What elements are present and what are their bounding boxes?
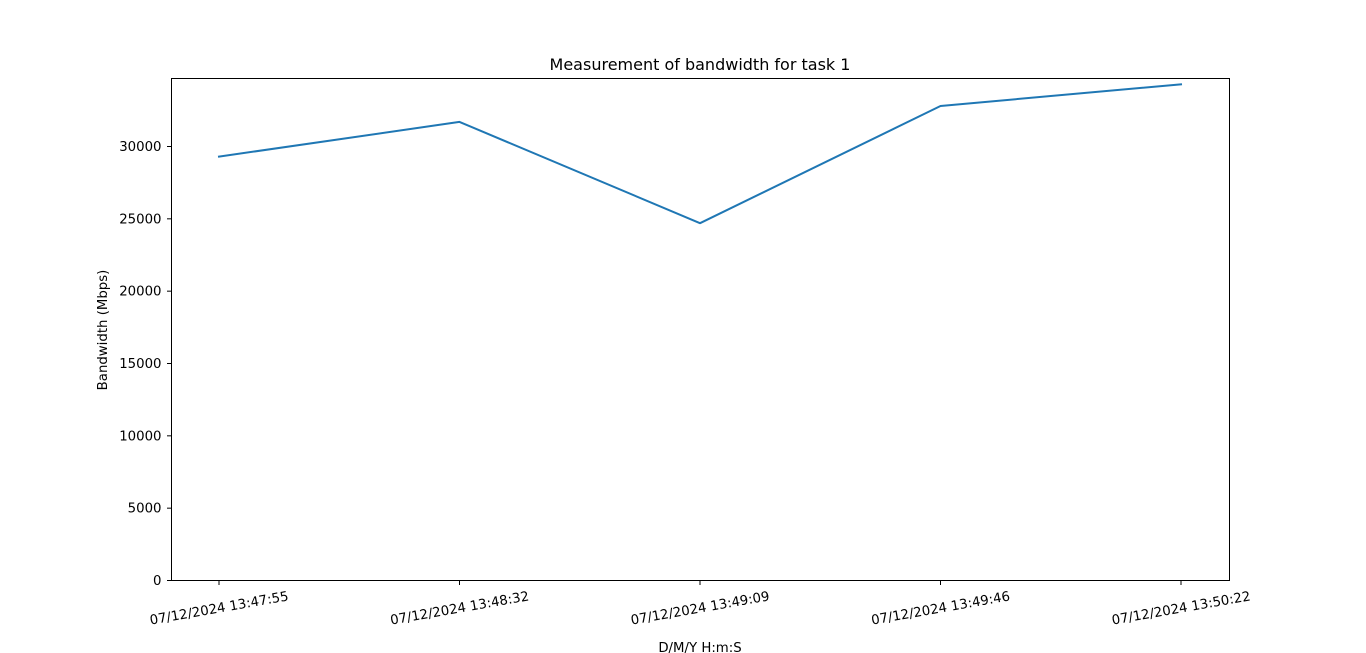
plot-area-frame	[171, 78, 1230, 581]
y-tick-label: 5000	[128, 502, 162, 517]
series-layer	[217, 83, 1183, 225]
y-tick-label: 20000	[119, 285, 161, 300]
series-line-0	[217, 83, 1183, 225]
y-tick-label: 15000	[119, 357, 161, 372]
x-axis-title: D/M/Y H:m:S	[658, 641, 741, 653]
y-axis-title: Bandwidth (Mbps)	[96, 270, 111, 391]
y-tick-label: 30000	[119, 140, 161, 155]
y-tick-label: 0	[153, 574, 161, 589]
y-tick-label: 25000	[119, 212, 161, 227]
y-tick-label: 10000	[119, 429, 161, 444]
chart-title: Measurement of bandwidth for task 1	[550, 55, 851, 74]
y-axis-ticks: 0 5000 10000 15000 20000 25000 30000	[119, 140, 172, 589]
